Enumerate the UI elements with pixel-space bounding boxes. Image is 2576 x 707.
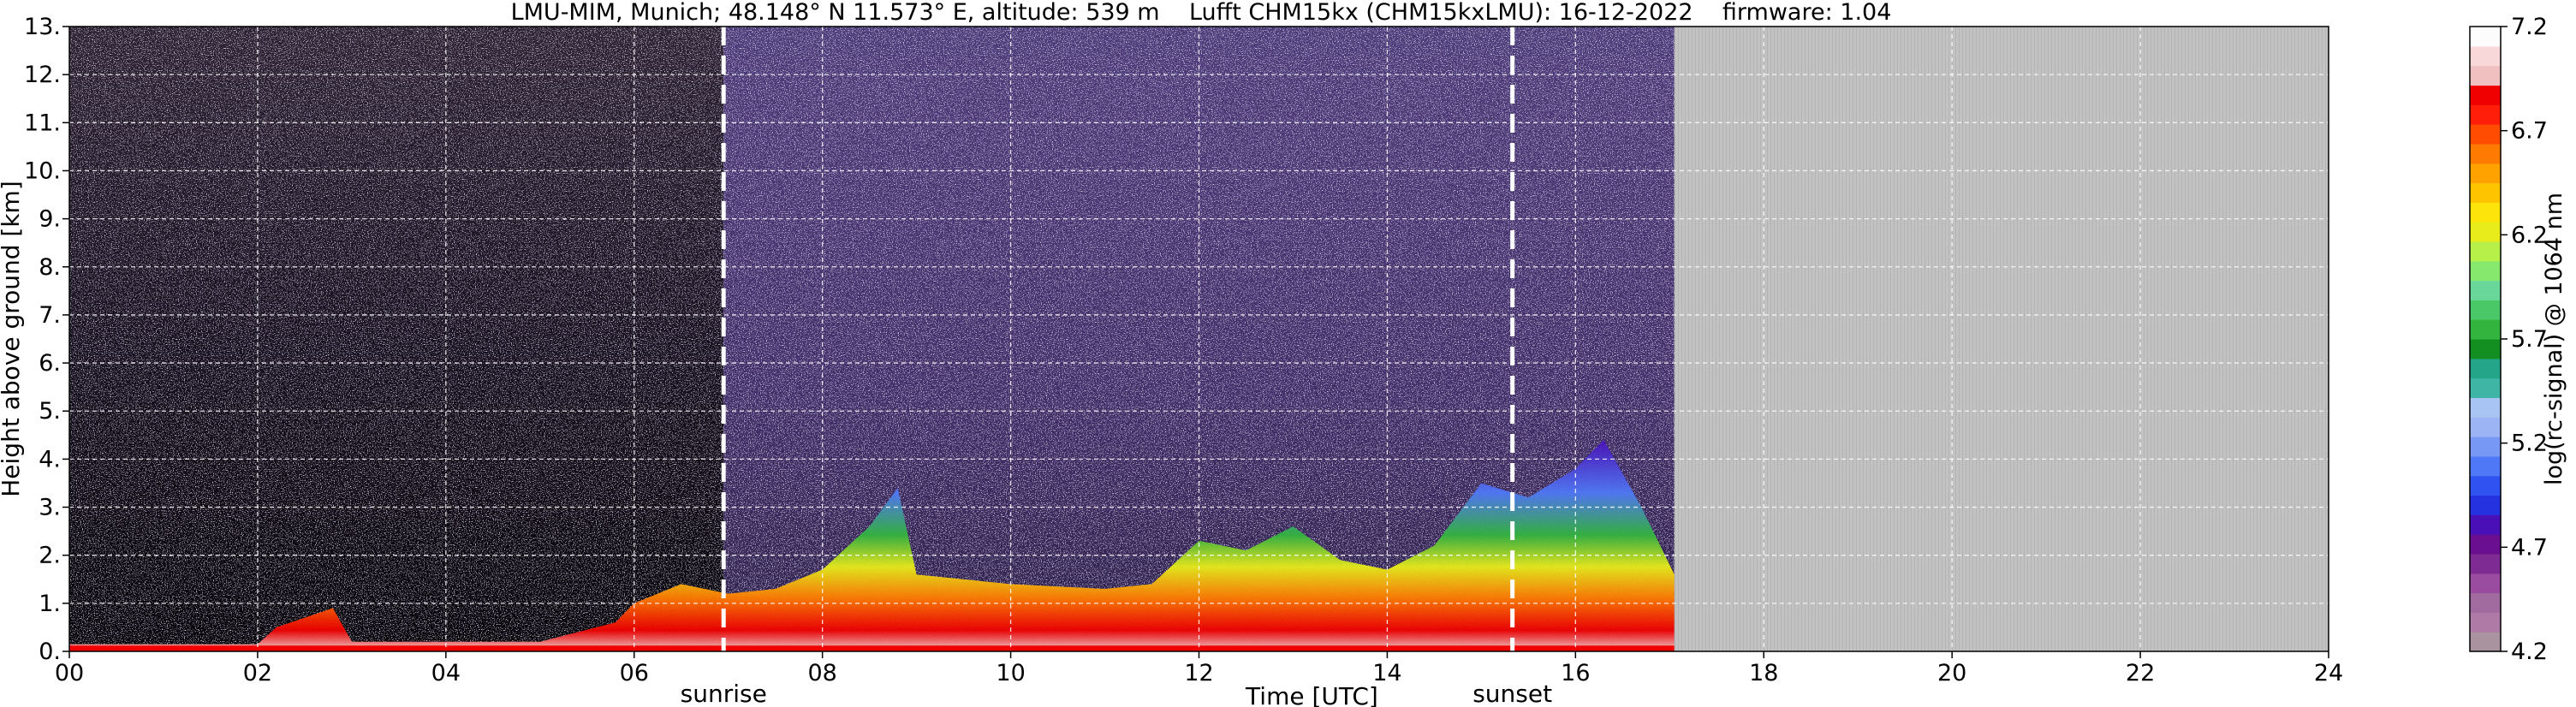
colorbar-segment [2470,397,2501,418]
y-tick-label: 2. [39,543,61,569]
x-tick-label: 18 [1749,660,1778,686]
x-tick-label: 02 [243,660,272,686]
x-tick-label: 24 [2314,660,2343,686]
y-tick-label: 3. [39,495,61,521]
colorbar-segment [2470,280,2501,300]
y-tick-label: 9. [39,206,61,233]
colorbar-segment [2470,85,2501,105]
sun-marker-labels: sunrise sunset [681,680,1553,707]
x-tick-label: 16 [1561,660,1590,686]
colorbar-segment [2470,612,2501,633]
x-tick-label: 04 [431,660,461,686]
y-tick-label: 10. [24,157,61,184]
ground-return [69,645,1675,651]
y-tick-label: 0. [39,639,61,665]
x-tick-label: 00 [55,660,84,686]
colorbar-segment [2470,202,2501,223]
colorbar-segment [2470,300,2501,320]
colorbar-segment [2470,143,2501,164]
y-tick-label: 13. [24,14,61,40]
colorbar-segment [2470,495,2501,515]
colorbar-segment [2470,65,2501,86]
y-axis: 0. 1. 2. 3. 4. 5. 6. 7. 8. 9. 10. 11. 12. 13. [24,14,69,665]
y-tick-label: 8. [39,254,61,281]
sunset-label: sunset [1472,680,1552,707]
x-tick-label: 22 [2126,660,2155,686]
colorbar-segment [2470,475,2501,496]
x-tick-label: 06 [620,660,649,686]
sun-markers [721,27,1515,651]
colorbar-tick-label: 6.7 [2511,118,2548,145]
x-tick-label: 10 [996,660,1025,686]
x-axis: 00 02 04 06 08 10 12 14 16 18 20 22 24 [55,651,2343,686]
colorbar-segment [2470,104,2501,125]
y-tick-label: 4. [39,446,61,472]
no-data-region [1674,27,2329,651]
y-axis-label: Height above ground [km] [0,181,25,497]
colorbar-segment [2470,534,2501,555]
x-tick-label: 12 [1184,660,1213,686]
colorbar-segment [2470,358,2501,379]
colorbar-ticks: 4.2 4.7 5.2 5.7 6.2 6.7 7.2 [2501,14,2548,665]
colorbar-segment [2470,319,2501,340]
colorbar-segment [2470,553,2501,574]
colorbar-segment [2470,163,2501,184]
y-tick-label: 11. [24,110,61,136]
colorbar-label: log(rc-signal) @ 1064 nm [2541,193,2567,485]
y-tick-label: 6. [39,350,61,377]
colorbar-segment [2470,124,2501,145]
colorbar-segment [2470,339,2501,359]
x-tick-label: 08 [807,660,836,686]
y-tick-label: 12. [24,62,61,88]
colorbar-tick-label: 6.2 [2511,222,2548,248]
grid [69,27,2329,651]
y-tick-label: 5. [39,398,61,425]
colorbar-tick-label: 5.2 [2511,431,2548,457]
colorbar-segment [2470,632,2501,652]
colorbar-segment [2470,417,2501,437]
x-axis-label: Time [UTC] [1245,682,1378,707]
colorbar-tick-label: 4.2 [2511,639,2548,665]
x-tick-label: 20 [1937,660,1966,686]
y-tick-label: 1. [39,591,61,617]
colorbar [2469,26,2502,652]
colorbar-segment [2470,241,2501,262]
colorbar-segment [2470,182,2501,203]
colorbar-segment [2470,455,2501,477]
colorbar-tick-label: 7.2 [2511,14,2548,40]
colorbar-segment [2470,514,2501,535]
aerosol-layer [69,439,1675,651]
y-tick-label: 7. [39,302,61,329]
chart-title: LMU-MIM, Munich; 48.148° N 11.573° E, al… [511,0,1892,26]
colorbar-segment [2470,27,2501,47]
x-tick-label: 14 [1372,660,1401,686]
sunrise-label: sunrise [681,680,767,707]
colorbar-segment [2470,573,2501,594]
colorbar-tick-label: 5.7 [2511,326,2548,353]
colorbar-segment [2470,222,2501,242]
plot-area [69,27,2329,651]
colorbar-segment [2470,260,2501,282]
colorbar-segment [2470,437,2501,457]
colorbar-segment [2470,377,2501,399]
colorbar-segment [2470,45,2501,67]
colorbar-segment [2470,592,2501,613]
colorbar-tick-label: 4.7 [2511,534,2548,561]
